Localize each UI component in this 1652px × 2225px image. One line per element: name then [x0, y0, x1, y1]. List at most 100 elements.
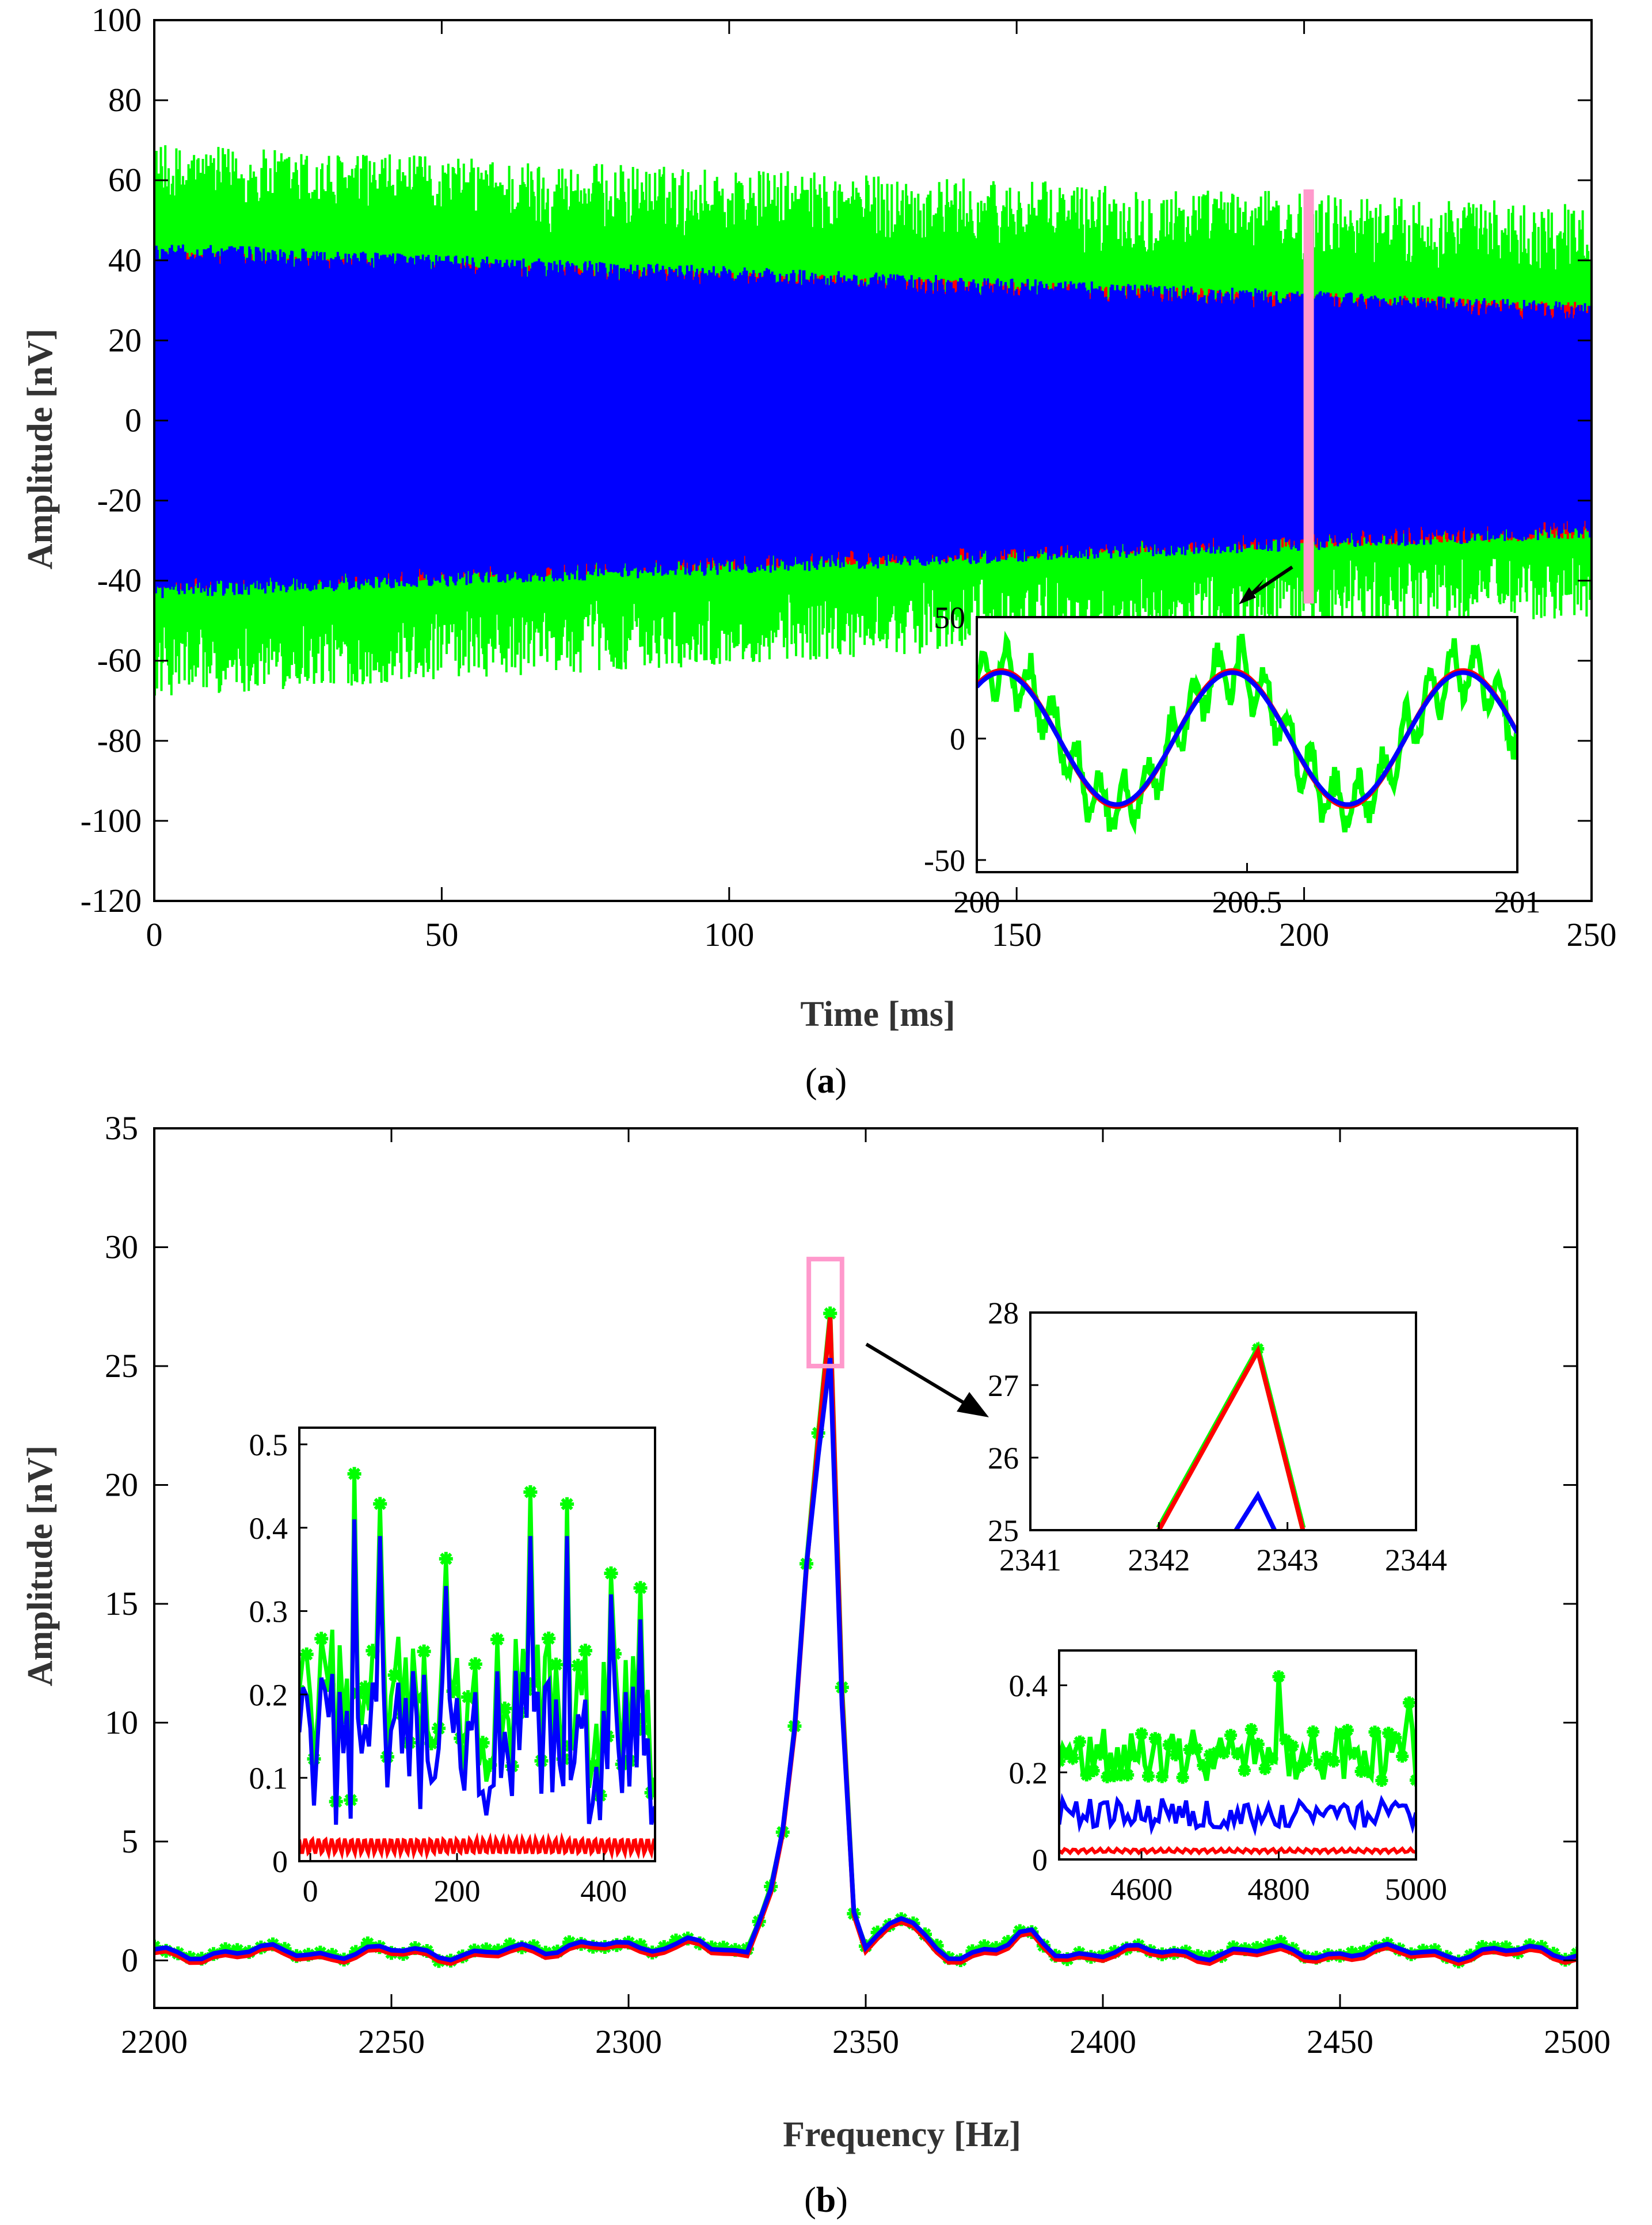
noisy-marker: [1121, 1768, 1135, 1782]
noisy-marker: [1211, 1745, 1224, 1759]
noisy-marker: [585, 1758, 600, 1772]
noisy-marker: [1087, 1764, 1100, 1777]
noisy-marker: [417, 1644, 431, 1659]
x-tick-label: 0: [303, 1874, 318, 1908]
y-tick-label: -120: [81, 882, 142, 919]
noisy-marker: [1250, 1941, 1264, 1955]
y-tick-label: 0.1: [249, 1761, 288, 1796]
noisy-marker: [373, 1497, 387, 1511]
x-tick-label: 2344: [1385, 1543, 1447, 1577]
y-tick-label: 25: [988, 1513, 1019, 1548]
noisy-marker: [1341, 1724, 1354, 1737]
noisy-marker: [1300, 1754, 1313, 1767]
noisy-marker: [360, 1936, 375, 1950]
noisy-marker: [1080, 1768, 1093, 1782]
y-tick-label: 20: [108, 321, 142, 359]
x-tick-label: 2450: [1307, 2023, 1373, 2060]
x-tick-label: 100: [704, 916, 754, 953]
y-tick-label: -20: [97, 482, 142, 519]
y-tick-label: 100: [92, 1, 142, 39]
y-tick-label: 27: [988, 1368, 1019, 1403]
y-tick-label: 0: [950, 722, 965, 756]
y-tick-label: -80: [97, 722, 142, 759]
noisy-marker: [1169, 1748, 1182, 1762]
noisy-marker: [1217, 1747, 1231, 1759]
x-tick-label: 2341: [999, 1543, 1061, 1577]
y-tick-label: 10: [105, 1703, 138, 1741]
noisy-marker: [1231, 1747, 1244, 1760]
arrow-head-a-back: [1239, 587, 1256, 604]
noisy-marker: [1258, 1762, 1272, 1775]
noisy-marker: [633, 1938, 648, 1952]
noisy-marker: [1286, 1740, 1299, 1752]
noisy-marker: [439, 1551, 453, 1566]
y-tick-label: 26: [988, 1441, 1019, 1475]
noisy-marker: [1148, 1732, 1162, 1745]
noisy-marker: [1128, 1749, 1141, 1763]
noisy-marker: [716, 1941, 730, 1955]
noisy-marker: [387, 1668, 402, 1682]
noisy-marker: [1293, 1760, 1306, 1773]
noisy-marker: [461, 1690, 475, 1704]
inset-b2-frame: [1029, 1311, 1417, 1531]
noisy-marker: [1368, 1725, 1381, 1739]
noisy-marker: [1314, 1758, 1327, 1771]
x-tick-label: 2250: [358, 2023, 425, 2060]
noisy-marker: [1334, 1728, 1347, 1741]
y-tick-label: 15: [105, 1585, 138, 1622]
noisy-marker: [1197, 1759, 1210, 1772]
noisy-marker: [560, 1497, 574, 1511]
y-tick-label: 60: [108, 161, 142, 199]
noisy-marker: [571, 1659, 585, 1673]
highlight-box-b: [806, 1257, 844, 1368]
noisy-marker: [1101, 1770, 1114, 1783]
noisy-marker: [1251, 1737, 1265, 1751]
panel-a: 0 50 100 150 200 250-120-100-80-60-40-2002040…: [21, 1, 1617, 1101]
inset-b1-series-reference: [299, 1832, 655, 1861]
noisy-marker: [446, 1684, 460, 1698]
y-tick-label: -100: [81, 802, 142, 839]
noisy-marker: [1345, 1946, 1359, 1960]
noisy-marker: [1403, 1696, 1416, 1709]
inset-b1-ticks: 0 200 400 0 0.1 0.2 0.3 0.4 0.5: [249, 1428, 627, 1908]
arrow-line-b: [865, 1342, 968, 1406]
noisy-marker: [1190, 1742, 1203, 1755]
noisy-marker: [366, 1644, 380, 1658]
noisy-marker: [1202, 1950, 1217, 1964]
x-tick-label: 200.5: [1212, 885, 1282, 919]
noisy-marker: [669, 1933, 683, 1948]
inset-b3-series: [1059, 1670, 1416, 1856]
noisy-marker: [633, 1581, 648, 1595]
y-tick-label: 0: [1032, 1843, 1048, 1877]
x-tick-label: 200: [433, 1874, 480, 1908]
panel-b-ticks: 2200 2250 2300 2350 2400 2450 2500051015202530…: [105, 1109, 1611, 2060]
x-axis-label-b: Frequency [Hz]: [783, 2115, 1021, 2154]
inset-b1-series-denoised: [299, 1519, 655, 1825]
x-tick-label: 2350: [832, 2023, 899, 2060]
noisy-marker: [1396, 1749, 1409, 1763]
y-tick-label: 25: [105, 1347, 138, 1385]
panel-b: 2200 2250 2300 2350 2400 2450 2500051015202530…: [21, 1109, 1611, 2220]
noisy-marker: [1327, 1755, 1340, 1768]
x-tick-label: 201: [1494, 885, 1541, 919]
noisy-marker: [1320, 1751, 1333, 1764]
x-tick-label: 150: [992, 916, 1042, 953]
noisy-marker: [395, 1707, 409, 1721]
arrow-head-b: [957, 1392, 989, 1417]
y-tick-label: 0.5: [249, 1428, 288, 1462]
noisy-marker: [1382, 1726, 1395, 1740]
x-tick-label: 0: [146, 916, 163, 953]
series-denoised-a: [154, 244, 1592, 599]
y-tick-label: 28: [988, 1296, 1019, 1330]
y-tick-label: -50: [924, 843, 965, 878]
noisy-marker: [503, 1937, 517, 1952]
y-tick-label: 0.4: [249, 1511, 288, 1546]
noisy-marker: [1238, 1764, 1251, 1777]
x-tick-label: 2500: [1544, 2023, 1611, 2060]
x-tick-label: 4600: [1110, 1872, 1173, 1907]
inset-b3-ticks: 4600 4800 5000 0 0.2 0.4: [1009, 1669, 1448, 1907]
inset-b2-series-reference: [1156, 1344, 1305, 1530]
noisy-marker: [424, 1736, 439, 1751]
noisy-marker: [1066, 1752, 1079, 1765]
inset-a-series-denoised: [977, 670, 1517, 807]
